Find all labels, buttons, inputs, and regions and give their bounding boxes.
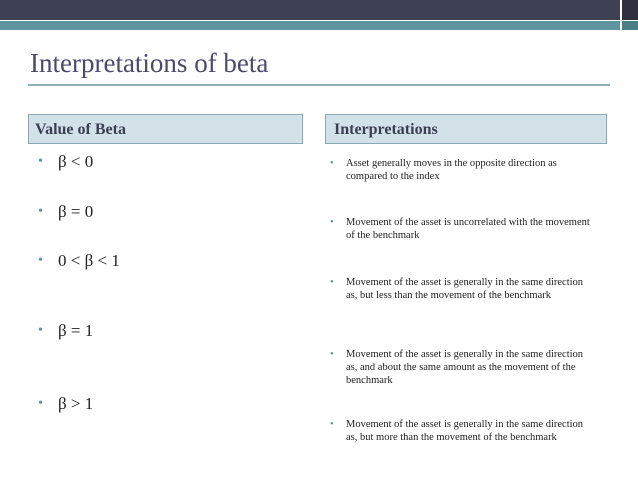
item-text: β = 0 xyxy=(58,202,94,221)
item-text: 0 < β < 1 xyxy=(58,251,120,270)
slide-title: Interpretations of beta xyxy=(30,48,269,78)
column-header: Interpretations xyxy=(325,114,607,144)
bullet-item: • Movement of the asset is generally in t… xyxy=(330,276,596,302)
bullet: • xyxy=(330,349,334,360)
item-text: Movement of the asset is uncorrelated wi… xyxy=(346,217,590,241)
item-text: β > 1 xyxy=(58,394,94,413)
bullet: • xyxy=(330,217,334,228)
bullet: • xyxy=(38,253,43,268)
item-text: Movement of the asset is generally in th… xyxy=(346,349,584,386)
bullet-item: • β = 0 xyxy=(38,202,94,222)
item-text: β = 1 xyxy=(58,321,94,340)
accent-strip xyxy=(0,21,620,30)
bullet: • xyxy=(38,396,43,411)
bullet-item: • β = 1 xyxy=(38,321,94,341)
bullet: • xyxy=(330,277,334,288)
item-text: Movement of the asset is generally in th… xyxy=(346,419,584,443)
column-header: Value of Beta xyxy=(28,114,303,144)
bullet-item: • β > 1 xyxy=(38,394,94,414)
bullet: • xyxy=(38,204,43,219)
item-text: β < 0 xyxy=(58,152,94,171)
bullet-item: • Movement of the asset is generally in t… xyxy=(330,418,596,444)
bullet: • xyxy=(38,154,43,169)
bullet: • xyxy=(38,323,43,338)
top-bar xyxy=(0,0,620,20)
bullet-item: • Movement of the asset is uncorrelated w… xyxy=(330,216,596,242)
bullet: • xyxy=(330,158,334,169)
item-text: Movement of the asset is generally in th… xyxy=(346,277,584,301)
accent-corner xyxy=(622,21,638,30)
top-corner xyxy=(622,0,638,20)
title-rule xyxy=(28,84,610,86)
bullet-item: • β < 0 xyxy=(38,152,94,172)
bullet-item: • Asset generally moves in the opposite d… xyxy=(330,157,596,183)
item-text: Asset generally moves in the opposite di… xyxy=(346,158,557,182)
bullet: • xyxy=(330,419,334,430)
bullet-item: • 0 < β < 1 xyxy=(38,251,120,271)
bullet-item: • Movement of the asset is generally in t… xyxy=(330,348,596,387)
